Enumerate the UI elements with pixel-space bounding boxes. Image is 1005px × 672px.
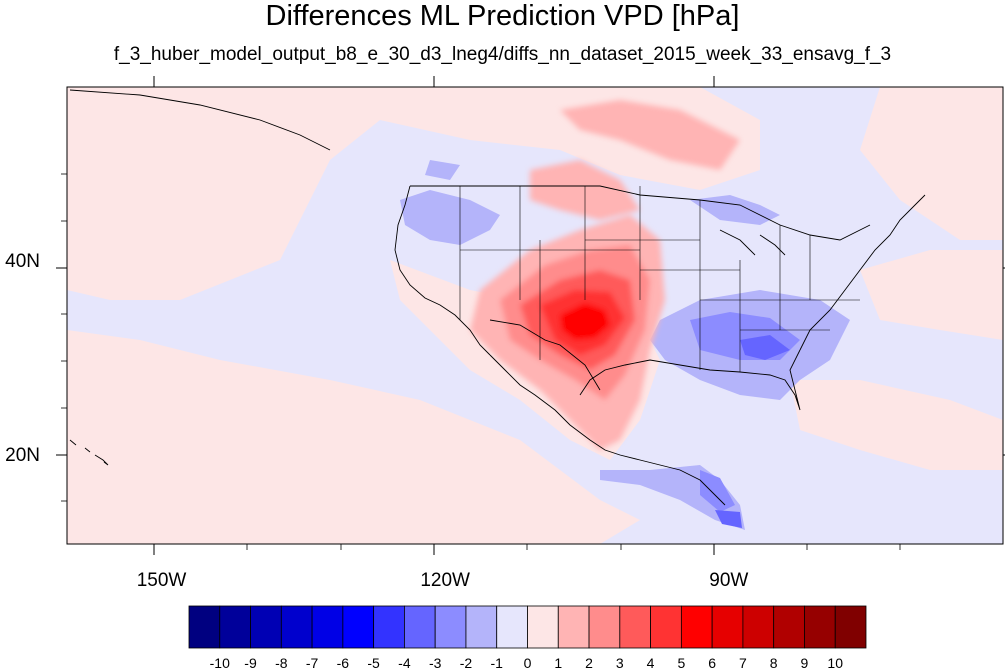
colorbar-swatch xyxy=(742,605,775,649)
colorbar-tick-label: 1 xyxy=(554,655,563,671)
east-coast xyxy=(799,194,926,351)
colorbar-swatch xyxy=(219,605,251,649)
colorbar-swatch xyxy=(434,605,467,649)
colorbar-tick-label: 2 xyxy=(585,655,593,671)
colorbar-tick-label: -1 xyxy=(490,655,503,671)
map-frame xyxy=(66,86,1004,545)
axis-ticks xyxy=(56,76,1005,555)
colorbar-tick-label: -9 xyxy=(244,655,257,671)
colorbar xyxy=(188,605,867,649)
colorbar-swatch xyxy=(773,605,805,649)
colorbar-tick-label: 4 xyxy=(646,655,655,671)
colorbar-swatch xyxy=(465,605,498,649)
coastlines-and-borders xyxy=(69,89,926,506)
minor-ticks xyxy=(61,173,901,550)
colorbar-swatch xyxy=(188,605,221,649)
colorbar-tick-label: -6 xyxy=(336,655,350,671)
colorbar-swatch xyxy=(311,605,344,649)
colorbar-tick-label: 0 xyxy=(523,655,532,671)
colorbar-swatch xyxy=(804,605,836,649)
colorbar-swatch xyxy=(557,605,590,649)
colorbar-swatch xyxy=(588,605,621,649)
colorbar-tick-label: -3 xyxy=(428,655,442,671)
west-coast xyxy=(394,185,491,356)
great-lakes xyxy=(719,229,786,256)
map-title: Differences ML Prediction VPD [hPa] xyxy=(265,0,740,32)
colorbar-swatch xyxy=(496,605,528,649)
map-subtitle: f_3_huber_model_output_b8_e_30_d3_lneg4/… xyxy=(113,44,892,65)
alaska-coast xyxy=(69,89,331,151)
colorbar-tick-label: -10 xyxy=(209,655,230,671)
colorbar-tick-label: 9 xyxy=(800,655,809,671)
colorbar-swatch xyxy=(650,605,682,649)
hawaii-islands xyxy=(69,439,109,466)
longitude-label: 90W xyxy=(709,570,749,591)
longitude-label: 150W xyxy=(136,570,187,591)
colorbar-tick-label: -8 xyxy=(275,655,288,671)
colorbar-swatch xyxy=(373,605,405,649)
colorbar-swatch xyxy=(404,605,436,649)
colorbar-swatch xyxy=(680,605,713,649)
colorbar-tick-label: 8 xyxy=(769,655,778,671)
colorbar-swatch xyxy=(280,605,313,649)
canada-border xyxy=(410,185,871,241)
us-mexico-border xyxy=(489,319,601,391)
colorbar-tick-label: -4 xyxy=(398,655,411,671)
negative-anomaly-dark xyxy=(715,335,790,528)
colorbar-swatch xyxy=(834,605,867,649)
latitude-label: 40N xyxy=(5,251,40,273)
colorbar-tick-label: -5 xyxy=(367,655,380,671)
colorbar-tick-label: 3 xyxy=(615,655,624,671)
colorbar-tick-label: 10 xyxy=(827,655,843,671)
colorbar-tick-label: 5 xyxy=(677,655,686,671)
colorbar-swatch xyxy=(527,605,559,649)
colorbar-swatch xyxy=(342,605,375,649)
longitude-label: 120W xyxy=(420,570,470,591)
colorbar-tick-label: 6 xyxy=(708,655,717,671)
map-area xyxy=(67,87,1003,544)
colorbar-tick-label: -7 xyxy=(305,655,319,671)
mexico-outline xyxy=(489,354,726,506)
colorbar-swatch xyxy=(619,605,651,649)
colorbar-tick-label: -2 xyxy=(459,655,473,671)
colorbar-tick-label: 7 xyxy=(739,655,747,671)
state-lines xyxy=(459,186,860,372)
latitude-label: 20N xyxy=(5,445,40,467)
colorbar-swatch xyxy=(250,605,282,649)
colorbar-swatch xyxy=(711,605,744,649)
positive-anomaly-light xyxy=(67,87,1003,544)
